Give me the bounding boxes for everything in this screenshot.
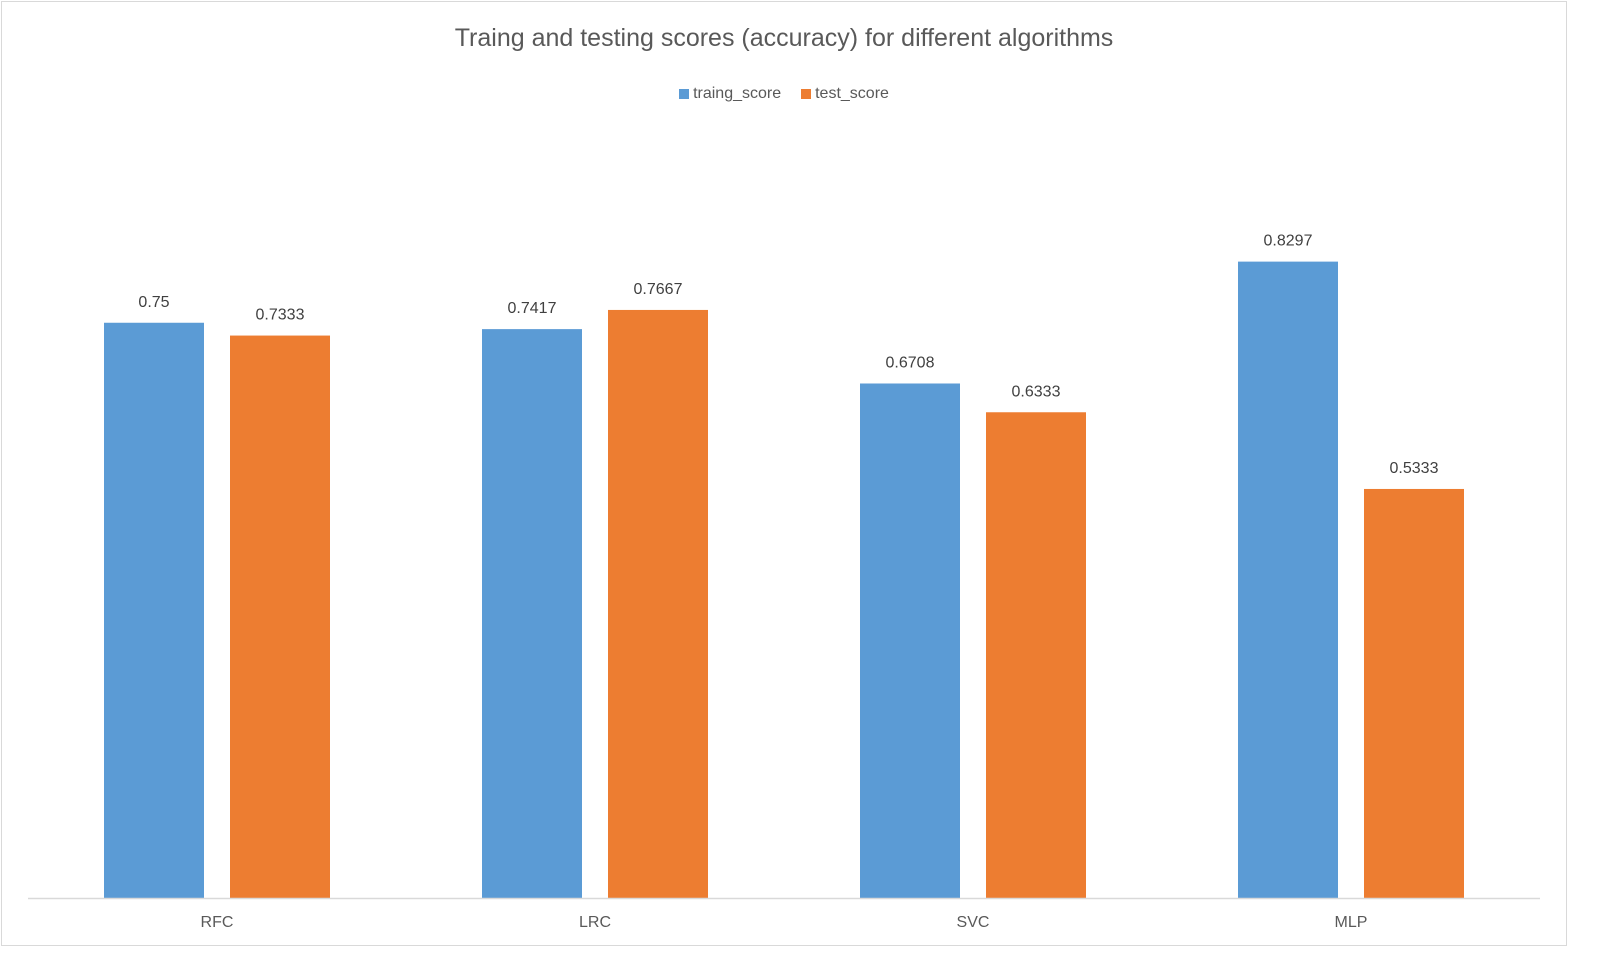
bar-test-score-rfc — [230, 335, 330, 898]
category-label-rfc: RFC — [201, 914, 234, 931]
legend-label-test-score: test_score — [815, 85, 889, 102]
chart-title: Traing and testing scores (accuracy) for… — [454, 24, 1114, 52]
data-label-test-score-mlp: 0.5333 — [1390, 460, 1439, 477]
legend-label-traing-score: traing_score — [693, 85, 782, 102]
bar-traing-score-mlp — [1238, 261, 1338, 898]
bar-test-score-lrc — [608, 309, 708, 898]
category-label-svc: SVC — [957, 914, 990, 931]
bar-test-score-mlp — [1364, 488, 1464, 898]
bar-traing-score-lrc — [482, 329, 582, 898]
legend-item-traing-score: traing_score — [679, 85, 781, 103]
data-label-traing-score-svc: 0.6708 — [886, 354, 935, 371]
category-label-lrc: LRC — [579, 914, 611, 931]
bar-test-score-svc — [986, 412, 1086, 898]
data-label-test-score-svc: 0.6333 — [1012, 383, 1061, 400]
bar-traing-score-rfc — [104, 322, 204, 898]
legend-swatch-traing-score — [679, 89, 690, 99]
bar-traing-score-svc — [860, 383, 960, 898]
data-label-test-score-rfc: 0.7333 — [256, 307, 305, 324]
legend-item-test-score: test_score — [801, 85, 889, 103]
category-label-mlp: MLP — [1335, 914, 1368, 931]
chart-area: Traing and testing scores (accuracy) for… — [1, 1, 1567, 946]
data-label-test-score-lrc: 0.7667 — [634, 281, 683, 298]
legend: traing_score test_score — [2, 85, 1566, 103]
plot-area: 0.75 0.7333 RFC 0.7417 0.7667 LRC 0.6708 0.6333… — [28, 233, 1540, 931]
data-label-traing-score-rfc: 0.75 — [138, 294, 169, 311]
data-label-traing-score-mlp: 0.8297 — [1264, 233, 1313, 250]
data-label-traing-score-lrc: 0.7417 — [508, 300, 557, 317]
legend-swatch-test-score — [801, 89, 812, 99]
